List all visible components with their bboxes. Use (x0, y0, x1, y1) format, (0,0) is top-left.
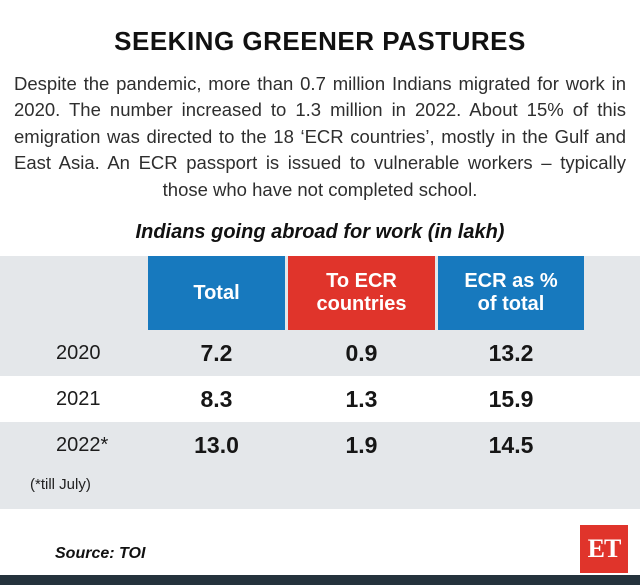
source-credit: Source: TOI (55, 545, 146, 562)
footer: Source: TOI ET (0, 523, 640, 575)
cell-pct: 14.5 (488, 431, 534, 458)
row-year: 2021 (56, 387, 101, 410)
cell-pct: 13.2 (488, 339, 534, 366)
bottom-bar (0, 575, 640, 585)
table-row: 2021 8.3 1.3 15.9 (0, 376, 640, 423)
table-header-row: Total To ECR countries ECR as % of total (0, 256, 640, 331)
intro-paragraph: Despite the pandemic, more than 0.7 mill… (14, 73, 626, 200)
header-spacer (584, 256, 640, 330)
cell-ecr: 0.9 (345, 339, 378, 366)
cell-ecr: 1.3 (345, 385, 378, 412)
et-logo: ET (580, 525, 628, 573)
header-ecr-pct: ECR as % of total (438, 256, 584, 331)
table-row: 2020 7.2 0.9 13.2 (0, 330, 640, 377)
data-table: Total To ECR countries ECR as % of total… (0, 256, 640, 510)
row-year: 2022* (56, 433, 109, 456)
cell-ecr: 1.9 (345, 431, 378, 458)
table-title: Indians going abroad for work (in lakh) (135, 221, 505, 244)
cell-total: 8.3 (200, 385, 233, 412)
page-title: SEEKING GREENER PASTURES (114, 26, 526, 56)
table-footnote: (*till July) (30, 476, 91, 494)
header-to-ecr: To ECR countries (288, 256, 435, 331)
cell-total: 7.2 (200, 339, 233, 366)
cell-total: 13.0 (194, 431, 239, 458)
row-year: 2020 (56, 341, 101, 364)
table-row: 2022* 13.0 1.9 14.5 (0, 422, 640, 469)
header-spacer (0, 256, 148, 330)
cell-pct: 15.9 (488, 385, 534, 412)
header-total: Total (148, 256, 285, 331)
